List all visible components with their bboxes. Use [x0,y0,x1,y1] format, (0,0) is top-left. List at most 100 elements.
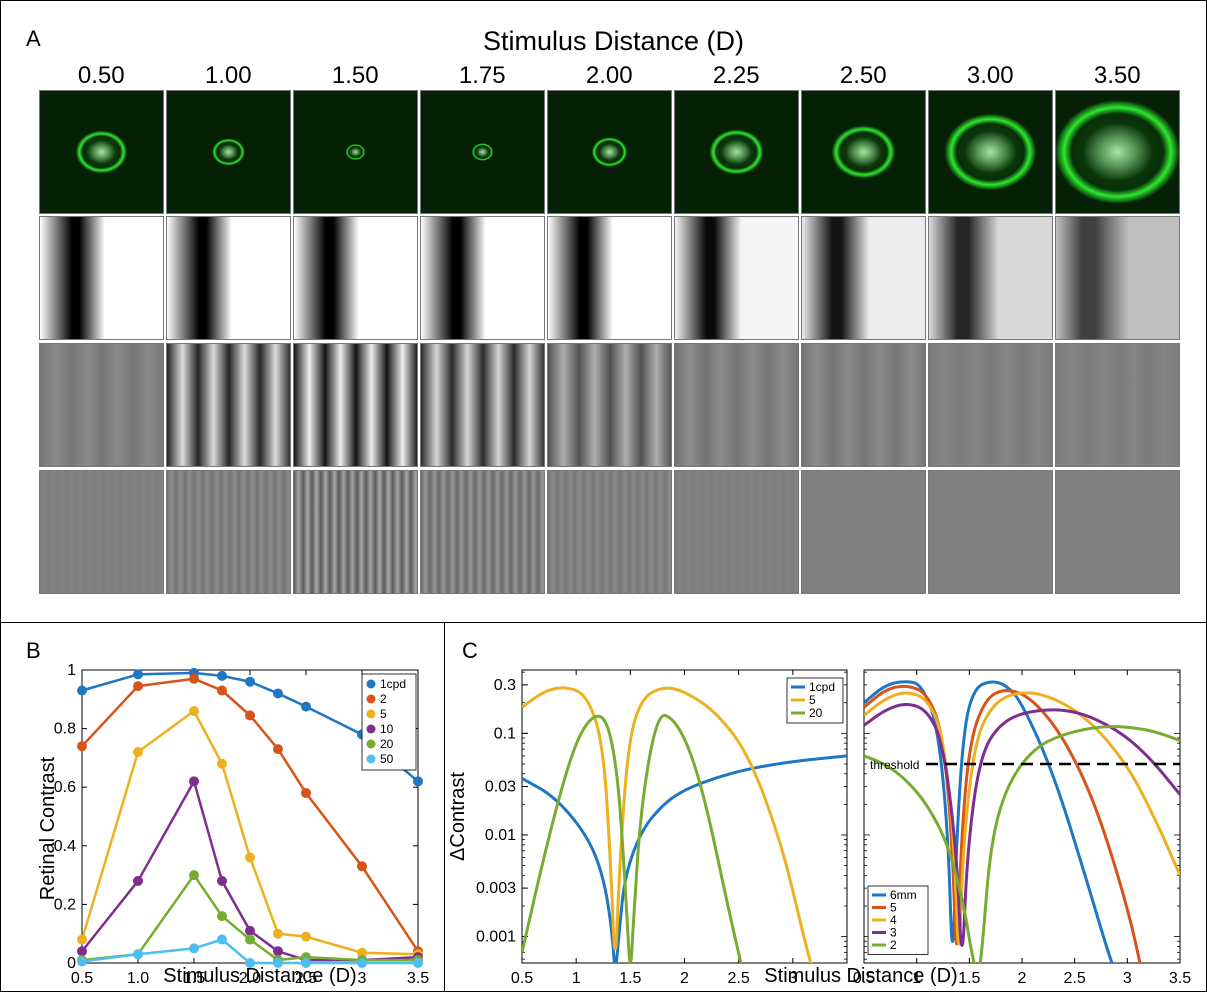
data-point-10 [245,925,255,936]
distance-label: 1.50 [331,62,379,89]
legend-b [361,673,417,771]
series-line-5 [522,686,813,963]
legend-marker-2 [366,694,376,704]
data-point-10 [189,776,199,787]
x-tick-label-c: 0.5 [511,970,533,987]
series-line-6mm [864,680,1114,963]
legend-label-5: 5 [809,693,816,707]
grating-fine-image [547,470,672,594]
grating-medium-image [547,343,672,467]
legend-label-20: 20 [809,706,823,720]
psf-image [39,90,164,214]
data-point-1cpd [413,776,423,787]
data-point-2 [77,741,87,752]
x-tick-label-c: 0.5 [853,970,875,987]
legend-marker-5 [366,709,376,719]
x-tick-label-c: 2.5 [728,970,750,987]
threshold-label: threshold [870,758,919,772]
x-tick-label-b: 3 [358,970,367,987]
psf-image [1055,90,1180,214]
distance-label: 1.00 [204,62,252,89]
grating-fine-image [1055,470,1180,594]
y-axis-label-c: ΔContrast [447,772,469,861]
psf-image [801,90,926,214]
psf-image [420,90,545,214]
data-point-5 [133,747,143,758]
data-point-50 [413,958,423,968]
data-point-5 [217,758,227,769]
data-point-50 [245,958,255,968]
data-point-20 [245,934,255,945]
y-tick-label-b: 0.8 [54,721,76,738]
series-line-4 [864,691,1180,946]
distance-label: 2.25 [712,62,760,89]
series-line-1cpd [522,754,847,963]
legend-label-1cpd: 1cpd [380,677,406,691]
legend-label-1cpd: 1cpd [809,680,835,694]
y-tick-label-b: 0 [67,955,76,972]
x-tick-label-c: 3.5 [1169,970,1191,987]
psf-image [293,90,418,214]
grating-medium-image [674,343,799,467]
x-tick-label-c: 1.5 [958,970,980,987]
legend-label-2: 2 [890,938,897,952]
data-point-5 [245,852,255,863]
y-tick-label-b: 0.6 [54,779,76,796]
x-tick-label-b: 2.5 [295,970,317,987]
data-point-1cpd [301,701,311,712]
distance-label: 1.75 [458,62,506,89]
grating-fine-image [801,470,926,594]
x-axis-label-b: Stimulus Distance (D) [163,965,356,987]
legend-label-3: 3 [890,926,897,940]
series-line-20 [522,714,743,963]
legend-label-50: 50 [380,752,394,766]
data-point-5 [301,931,311,942]
data-point-10 [77,946,87,957]
x-tick-label-b: 1.0 [127,970,149,987]
psf-image [928,90,1053,214]
distance-label: 2.50 [839,62,887,89]
edge-image [39,216,164,340]
edge-image [420,216,545,340]
chart-c: 0.5 1 1.5 2 2.5 3 0.001 0.003 0.01 0.03 0.1 0.3 ΔCon… [447,669,1191,987]
x-tick-label-c: 1 [572,970,581,987]
panel-a-title: Stimulus Distance (D) [482,26,745,56]
edge-image [293,216,418,340]
x-tick-label-c: 2 [680,970,689,987]
x-tick-label-b: 3.5 [407,970,429,987]
data-point-2 [217,685,227,696]
y-tick-label-c: 0.1 [494,725,516,742]
legend-label-6mm: 6mm [890,888,917,902]
grating-medium-image [293,343,418,467]
grating-medium-image [166,343,291,467]
data-point-2 [189,673,199,684]
data-point-10 [133,875,143,886]
legend-label-20: 20 [380,737,394,751]
data-point-2 [273,744,283,755]
data-point-2 [301,788,311,799]
y-tick-label-c: 0.03 [485,778,516,795]
x-tick-label-b: 2.0 [239,970,261,987]
edge-image [801,216,926,340]
series-group [522,686,847,963]
edge-image [928,216,1053,340]
x-tick-label-c: 3 [788,970,797,987]
x-tick-label-c: 1.5 [619,970,641,987]
y-tick-label-c: 0.01 [485,827,516,844]
series-group [864,680,1180,963]
data-point-5 [77,934,87,945]
data-point-50 [189,943,199,954]
data-point-50 [77,956,87,967]
edge-image [547,216,672,340]
grating-medium-image [928,343,1053,467]
data-point-2 [245,710,255,721]
x-tick-label-b: 0.5 [71,970,93,987]
grating-medium-image [420,343,545,467]
y-tick-label-c: 0.001 [476,929,516,946]
grating-medium-image [39,343,164,467]
data-point-50 [301,958,311,968]
legend-marker-20 [366,739,376,749]
grating-fine-image [293,470,418,594]
y-axis-label-b: Retinal Contrast [37,756,59,900]
x-axis-label-c: Stimulus Distance (D) [764,965,957,987]
